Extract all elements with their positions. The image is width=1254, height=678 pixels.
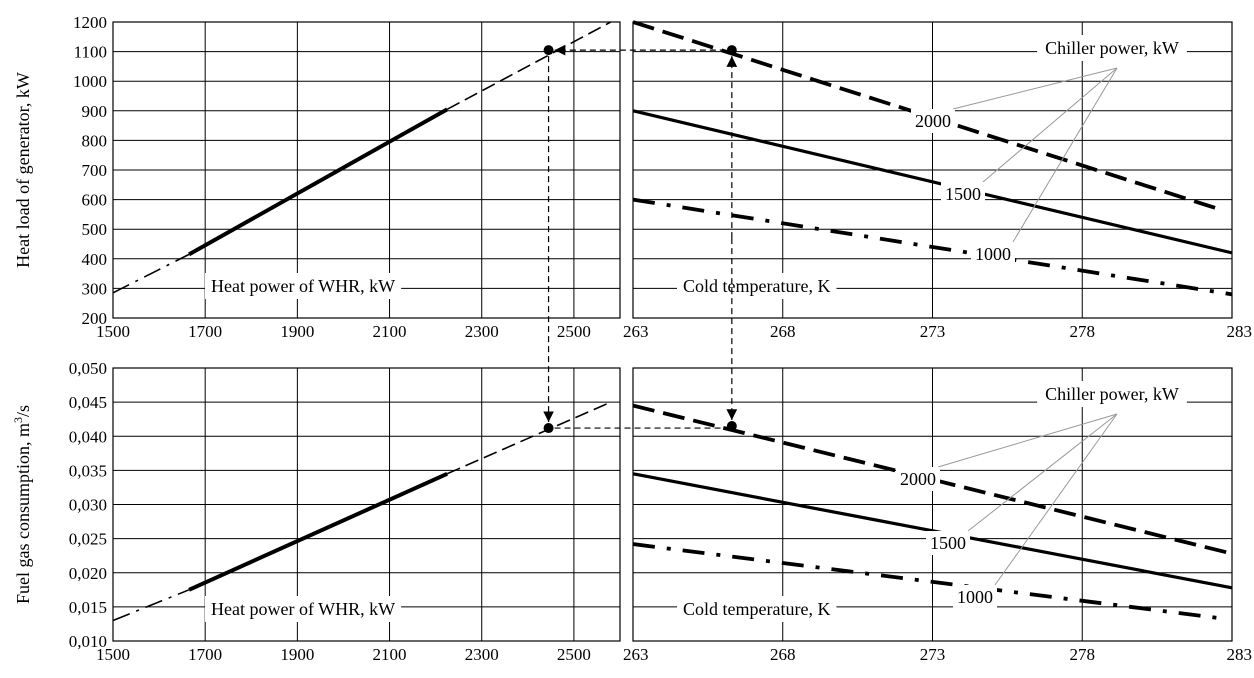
y-tick-label: 800: [82, 131, 108, 150]
marker-point: [726, 45, 737, 56]
in-plot-label: Cold temperature, K: [683, 276, 830, 296]
y-tick-label: 200: [82, 309, 108, 328]
y-tick-label: 0,025: [69, 530, 107, 549]
marker-point: [543, 45, 554, 56]
label-background: [677, 273, 837, 299]
label-background: [205, 273, 402, 299]
plot-frame: [112, 367, 621, 642]
series-label-1500: 1500: [930, 533, 966, 553]
series-label-1000: 1000: [975, 244, 1011, 264]
y-tick-label: 600: [82, 191, 108, 210]
series-line-solid: [188, 107, 449, 257]
y-tick-label: 0,010: [69, 632, 107, 651]
chart-bottom-right: 263 268 273 278 283 Cold temperature, K Chille…: [623, 367, 1253, 664]
series-label-2000: 2000: [915, 111, 951, 131]
in-plot-label: Heat power of WHR, kW: [211, 599, 395, 619]
y-tick-label: 300: [82, 279, 108, 298]
chart-panels: 1500 1700 1900 2100 2300 2500 200 300 400 500 600 7…: [11, 13, 1252, 664]
x-tick-label: 1700: [188, 645, 222, 664]
plot-frame: [112, 21, 621, 319]
y-tick-label: 0,050: [69, 359, 107, 378]
series-label-2000: 2000: [900, 469, 936, 489]
label-background: [677, 596, 837, 622]
x-tick-label: 278: [1070, 645, 1096, 664]
y-tick-label: 1100: [74, 43, 107, 62]
x-tick-label: 2100: [373, 322, 407, 341]
callout-leader: [937, 413, 1118, 468]
marker-point: [543, 423, 554, 434]
x-tick-label: 1500: [96, 322, 130, 341]
marker-point: [726, 421, 737, 432]
series-label-1000: 1000: [957, 587, 993, 607]
x-tick-label: 2500: [557, 645, 591, 664]
x-tick-label: 263: [623, 645, 649, 664]
y-tick-label: 1000: [73, 72, 107, 91]
label-background: [1037, 381, 1187, 407]
chart-bottom-left: 1500 1700 1900 2100 2300 2500 0,010 0,015 0,020 0…: [11, 359, 621, 664]
label-background: [911, 109, 955, 133]
callout-leader: [1012, 67, 1118, 243]
series-line-dashdot: [112, 589, 190, 622]
y-tick-label: 400: [82, 250, 108, 269]
x-tick-label: 273: [920, 645, 946, 664]
y-tick-label: 1200: [73, 13, 107, 32]
in-plot-label: Cold temperature, K: [683, 599, 830, 619]
series-line-dashdot: [112, 253, 190, 294]
callout-leader: [982, 67, 1118, 183]
series-line-solid: [188, 471, 448, 592]
y-tick-label: 0,015: [69, 598, 107, 617]
x-tick-label: 268: [770, 645, 796, 664]
x-tick-label: 1700: [188, 322, 222, 341]
callout-leader: [967, 413, 1118, 532]
x-tick-label: 1500: [96, 645, 130, 664]
label-background: [1037, 35, 1187, 61]
label-background: [205, 596, 402, 622]
x-tick-label: 2300: [465, 645, 499, 664]
series-line-dashed: [446, 401, 612, 475]
label-background: [941, 182, 985, 206]
legend-title: Chiller power, kW: [1045, 38, 1179, 58]
label-background: [926, 531, 970, 555]
legend-title: Chiller power, kW: [1045, 384, 1179, 404]
y-tick-label: 0,045: [69, 393, 107, 412]
y-tick-label: 500: [82, 220, 108, 239]
y-axis-label: Fuel gas consumption, m3/s: [11, 405, 33, 604]
y-tick-label: 900: [82, 102, 108, 121]
x-tick-label: 1900: [280, 645, 314, 664]
series-line-1500: [632, 472, 1233, 590]
series-line-1500: [632, 109, 1233, 255]
x-tick-label: 2500: [557, 322, 591, 341]
in-plot-label: Heat power of WHR, kW: [211, 276, 395, 296]
label-background: [896, 467, 940, 491]
y-tick-label: 700: [82, 161, 108, 180]
x-tick-label: 1900: [280, 322, 314, 341]
y-tick-label: 0,035: [69, 461, 107, 480]
plot-frame: [632, 367, 1233, 642]
callout-leader: [952, 67, 1118, 110]
series-label-1500: 1500: [945, 184, 981, 204]
x-tick-label: 273: [920, 322, 946, 341]
label-background: [971, 242, 1015, 266]
chart-top-right: 263 268 273 278 283 Cold temperature, K Chille…: [623, 20, 1253, 341]
callout-leader: [994, 413, 1118, 586]
y-axis-label: Heat load of generator, kW: [13, 72, 33, 268]
x-tick-label: 283: [1227, 322, 1253, 341]
x-tick-label: 283: [1227, 645, 1253, 664]
x-tick-label: 278: [1070, 322, 1096, 341]
y-tick-label: 0,040: [69, 427, 107, 446]
series-line-1000: [632, 197, 1233, 297]
x-tick-label: 268: [770, 322, 796, 341]
chart-top-left: 1500 1700 1900 2100 2300 2500 200 300 400 500 600 7…: [13, 13, 621, 341]
x-tick-label: 2300: [465, 322, 499, 341]
x-tick-label: 263: [623, 322, 649, 341]
guide-arrows: [543, 44, 738, 429]
y-tick-label: 0,020: [69, 564, 107, 583]
plot-frame: [632, 21, 1233, 319]
series-line-dashed: [446, 21, 612, 111]
label-background: [953, 585, 997, 609]
x-tick-label: 2100: [373, 645, 407, 664]
y-tick-label: 0,030: [69, 496, 107, 515]
